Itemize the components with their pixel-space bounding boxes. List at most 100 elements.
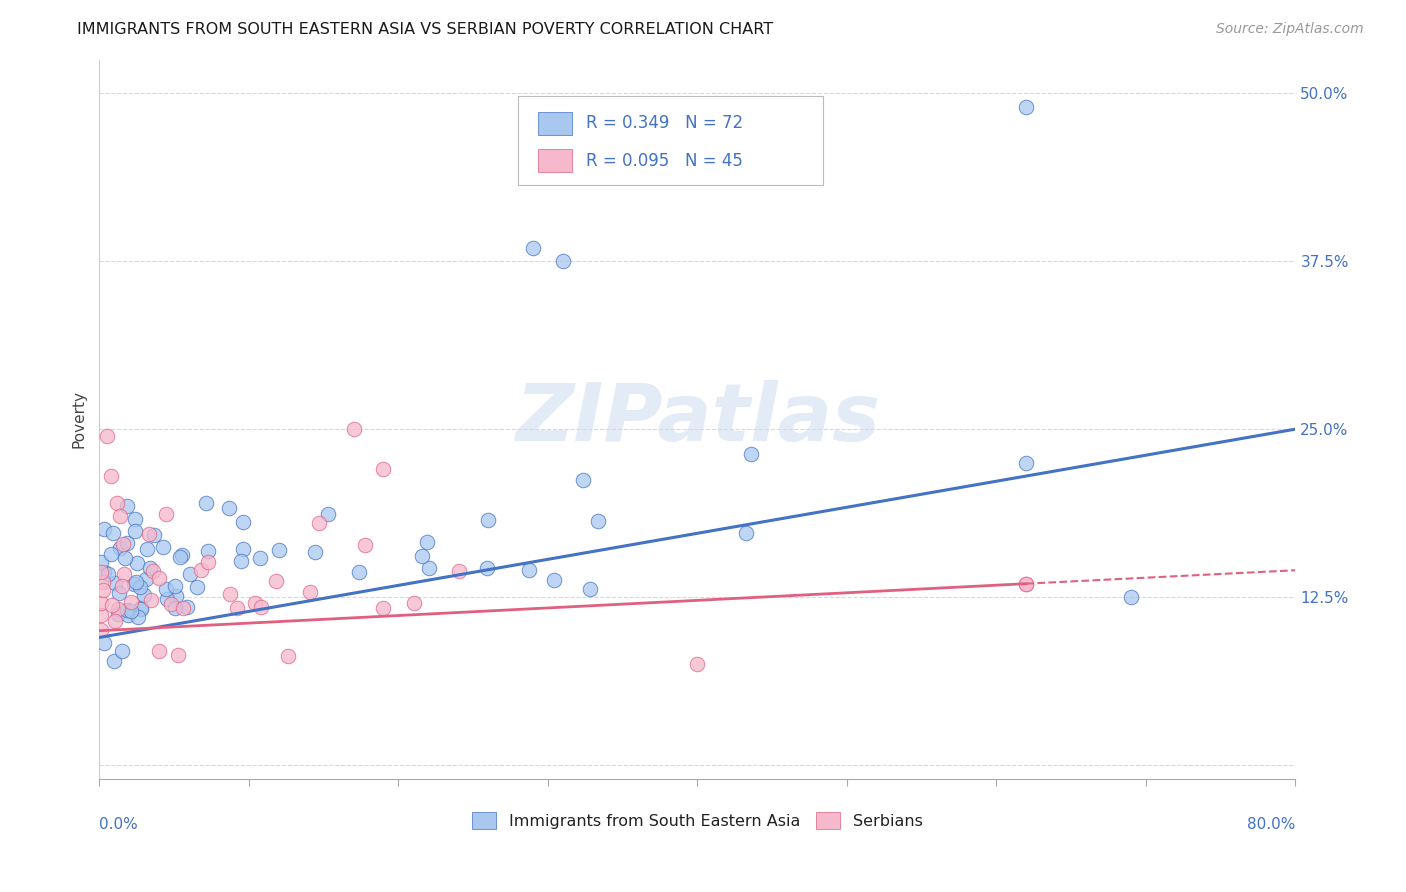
Point xyxy=(190,563,212,577)
Point xyxy=(135,572,157,586)
Point xyxy=(111,643,134,657)
Point xyxy=(342,422,364,436)
Point xyxy=(96,429,118,443)
Point xyxy=(517,563,540,577)
Point xyxy=(138,527,160,541)
Point xyxy=(105,496,128,510)
Point xyxy=(148,644,170,658)
Point xyxy=(114,550,136,565)
Point xyxy=(1015,100,1038,114)
Point xyxy=(127,557,149,571)
Point xyxy=(141,592,163,607)
Point xyxy=(107,607,129,621)
Point xyxy=(277,649,299,664)
Point xyxy=(124,512,146,526)
Point xyxy=(155,582,177,596)
Point xyxy=(232,515,254,529)
Point xyxy=(179,566,201,581)
Text: IMMIGRANTS FROM SOUTH EASTERN ASIA VS SERBIAN POVERTY CORRELATION CHART: IMMIGRANTS FROM SOUTH EASTERN ASIA VS SE… xyxy=(77,22,773,37)
Point xyxy=(411,549,433,563)
Point xyxy=(111,579,134,593)
Point xyxy=(418,560,440,574)
Point xyxy=(103,654,125,668)
Point xyxy=(571,473,593,487)
Point xyxy=(93,636,115,650)
Point xyxy=(229,554,252,568)
Point xyxy=(734,526,756,541)
FancyBboxPatch shape xyxy=(538,112,572,135)
Point xyxy=(107,601,129,615)
Point xyxy=(250,599,273,614)
Point xyxy=(111,537,134,551)
Legend: Immigrants from South Eastern Asia, Serbians: Immigrants from South Eastern Asia, Serb… xyxy=(465,805,929,835)
Point xyxy=(176,600,198,615)
Point xyxy=(186,581,208,595)
Point xyxy=(543,573,565,587)
Text: ZIPatlas: ZIPatlas xyxy=(515,380,880,458)
Point xyxy=(124,524,146,539)
Point xyxy=(128,580,150,594)
Point xyxy=(127,610,149,624)
Point xyxy=(165,579,187,593)
Text: R = 0.095   N = 45: R = 0.095 N = 45 xyxy=(586,152,744,169)
Point xyxy=(194,496,217,510)
Point xyxy=(90,608,112,623)
Point xyxy=(93,522,115,536)
Point xyxy=(219,587,242,601)
Point xyxy=(143,528,166,542)
Point xyxy=(152,540,174,554)
FancyBboxPatch shape xyxy=(517,95,823,186)
Point xyxy=(129,601,152,615)
Point xyxy=(115,536,138,550)
Point xyxy=(129,602,152,616)
Point xyxy=(197,555,219,569)
Point xyxy=(298,585,321,599)
Point xyxy=(308,516,330,530)
Point xyxy=(107,586,129,600)
Point xyxy=(93,565,115,579)
Point xyxy=(165,589,187,603)
Point xyxy=(371,601,394,615)
Point xyxy=(104,575,127,590)
Point xyxy=(148,571,170,585)
Point xyxy=(218,500,240,515)
Point xyxy=(1015,576,1038,591)
Point xyxy=(232,542,254,557)
Point xyxy=(136,542,159,557)
Point xyxy=(90,565,112,579)
Point xyxy=(90,596,112,610)
Text: 80.0%: 80.0% xyxy=(1247,817,1295,832)
Point xyxy=(169,550,191,565)
Point xyxy=(416,534,439,549)
Point xyxy=(588,514,610,528)
Point xyxy=(1119,590,1142,604)
Point xyxy=(172,601,194,615)
Point xyxy=(1015,456,1038,470)
Point xyxy=(139,561,162,575)
Point xyxy=(101,525,124,540)
Point xyxy=(91,574,114,589)
Point xyxy=(101,599,124,613)
Point xyxy=(249,551,271,566)
Y-axis label: Poverty: Poverty xyxy=(72,390,86,448)
Point xyxy=(475,561,498,575)
Text: R = 0.349   N = 72: R = 0.349 N = 72 xyxy=(586,114,744,132)
Point xyxy=(108,541,131,555)
Point xyxy=(156,592,179,607)
Point xyxy=(120,604,142,618)
Point xyxy=(166,648,188,663)
Point xyxy=(740,447,762,461)
Point xyxy=(316,507,339,521)
Point xyxy=(132,588,155,602)
Point xyxy=(120,594,142,608)
Point xyxy=(347,565,370,579)
Point xyxy=(267,542,290,557)
Point xyxy=(686,657,709,672)
Point xyxy=(245,596,267,610)
Point xyxy=(449,565,471,579)
Point xyxy=(373,462,395,476)
Point xyxy=(122,576,145,591)
Point xyxy=(579,582,602,597)
Point xyxy=(197,544,219,558)
Point xyxy=(115,603,138,617)
